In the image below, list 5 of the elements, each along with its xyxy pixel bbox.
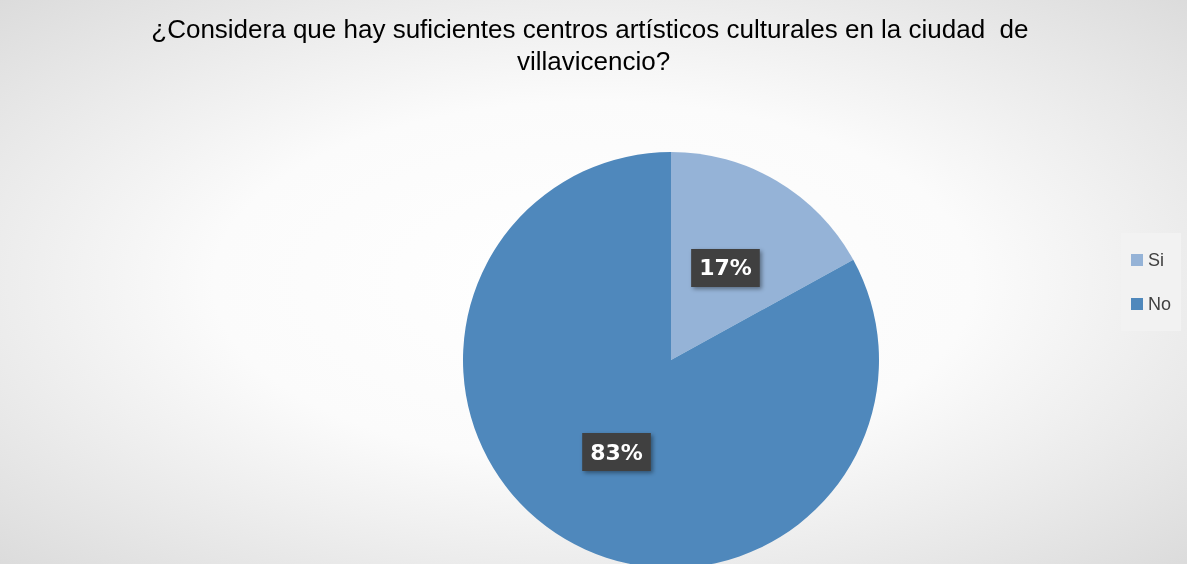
chart-title: ¿Considera que hay suficientes centros artísticos culturales en la ciudad de villavicencio? [151, 14, 1036, 76]
legend-label: No [1147, 294, 1172, 314]
data-label: 83% [590, 439, 643, 465]
data-label: 17% [699, 255, 752, 281]
legend-label: Si [1147, 250, 1165, 270]
